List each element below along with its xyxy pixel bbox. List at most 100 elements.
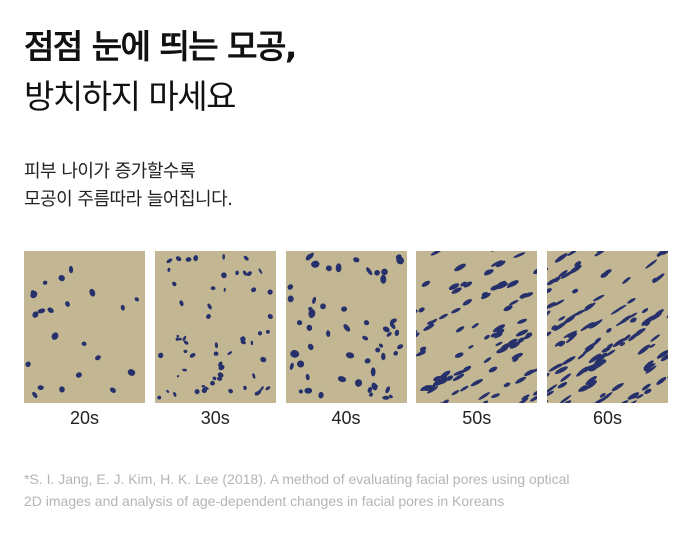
pore-mark <box>611 383 623 392</box>
pore-mark <box>265 329 270 334</box>
pore-mark <box>120 304 125 311</box>
pore-mark <box>509 299 519 306</box>
pore-mark <box>657 251 668 257</box>
pore-mark <box>429 318 438 325</box>
pore-mark <box>667 373 668 379</box>
pore-mark <box>267 313 273 320</box>
pore-mark <box>310 260 319 268</box>
pore-mark <box>615 304 627 312</box>
pore-mark <box>242 270 247 276</box>
pore-mark <box>490 284 501 291</box>
pore-mark <box>515 376 527 384</box>
pore-mark <box>392 351 398 356</box>
pore-mark <box>416 309 419 315</box>
pore-mark <box>632 393 639 399</box>
pore-mark <box>167 267 171 272</box>
pore-mark <box>449 283 460 290</box>
pore-mark <box>558 341 566 347</box>
pore-mark <box>240 340 246 345</box>
pore-mark <box>588 321 600 329</box>
pore-mark <box>214 342 218 349</box>
pore-image-40s <box>285 251 407 403</box>
pore-mark <box>317 391 324 399</box>
pore-mark <box>370 382 377 391</box>
pore-mark <box>468 345 474 349</box>
pore-mark <box>418 307 425 313</box>
pore-mark <box>649 343 656 348</box>
panel-30s: 30s <box>154 251 276 441</box>
pore-mark <box>423 323 435 331</box>
pore-mark <box>395 254 402 261</box>
pore-mark <box>430 251 443 256</box>
pore-mark <box>30 290 38 299</box>
reference-line-2: 2D images and analysis of age-dependent … <box>24 493 505 509</box>
pore-mark <box>373 269 380 276</box>
pore-mark <box>636 394 644 399</box>
pore-mark <box>217 361 223 367</box>
pore-mark <box>306 324 312 331</box>
pore-mark <box>572 288 579 294</box>
pore-mark <box>47 307 54 313</box>
pore-mark <box>547 372 550 380</box>
pore-mark <box>204 386 209 390</box>
pore-mark <box>451 389 460 396</box>
pore-mark <box>463 281 473 288</box>
pore-mark <box>89 288 96 297</box>
pore-mark <box>156 395 161 400</box>
pore-mark <box>553 321 567 331</box>
pore-mark <box>576 366 589 377</box>
pore-mark <box>519 293 528 299</box>
pore-mark <box>58 274 65 282</box>
pore-mark <box>223 287 226 292</box>
headline-line-1: 점점 눈에 띄는 모공, <box>24 27 297 66</box>
age-label-30s: 30s <box>200 408 230 428</box>
pore-mark <box>175 337 179 341</box>
pore-mark <box>451 307 461 314</box>
pore-mark <box>259 386 264 391</box>
pore-mark <box>462 299 473 306</box>
pore-mark <box>645 321 651 327</box>
pore-mark <box>507 338 518 346</box>
pore-mark <box>189 352 196 358</box>
pore-mark <box>470 378 484 387</box>
pore-mark <box>606 328 612 333</box>
pore-mark <box>482 292 489 297</box>
pore-mark <box>643 360 654 370</box>
description: 피부 나이가 증가할수록 모공이 주름따라 늘어집니다. <box>24 158 233 214</box>
pore-mark <box>547 390 554 397</box>
pore-mark <box>644 388 652 395</box>
pore-mark <box>482 400 489 403</box>
pore-mark <box>517 337 525 343</box>
pore-mark <box>227 388 233 394</box>
pore-mark <box>177 337 182 341</box>
pore-mark <box>243 385 247 391</box>
pore-mark <box>554 366 568 375</box>
pore-mark <box>175 256 182 262</box>
pore-mark <box>382 326 390 333</box>
pore-mark <box>396 344 403 350</box>
headline: 점점 눈에 띄는 모공, 방치하지 마세요 <box>24 22 297 122</box>
pore-mark <box>548 363 562 372</box>
pore-mark <box>483 357 492 363</box>
pore-mark <box>460 281 467 287</box>
pore-mark <box>593 397 607 403</box>
pore-mark <box>298 389 303 394</box>
pore-mark <box>194 389 200 395</box>
headline-line-2: 방치하지 마세요 <box>24 77 237 116</box>
pore-mark <box>517 397 529 403</box>
pore-mark <box>368 392 373 397</box>
pore-mark <box>585 375 597 386</box>
pore-mark <box>564 315 576 324</box>
pore-mark <box>134 297 140 302</box>
pore-mark <box>653 402 661 403</box>
pore-mark <box>289 362 294 370</box>
pore-mark <box>628 312 638 319</box>
pore-mark <box>583 345 595 354</box>
pore-mark <box>427 386 439 394</box>
pore-mark <box>650 334 661 342</box>
pore-mark <box>68 265 74 274</box>
pore-mark <box>243 255 249 261</box>
pore-mark <box>553 276 561 283</box>
pore-mark <box>615 318 629 327</box>
pore-mark <box>455 352 464 358</box>
